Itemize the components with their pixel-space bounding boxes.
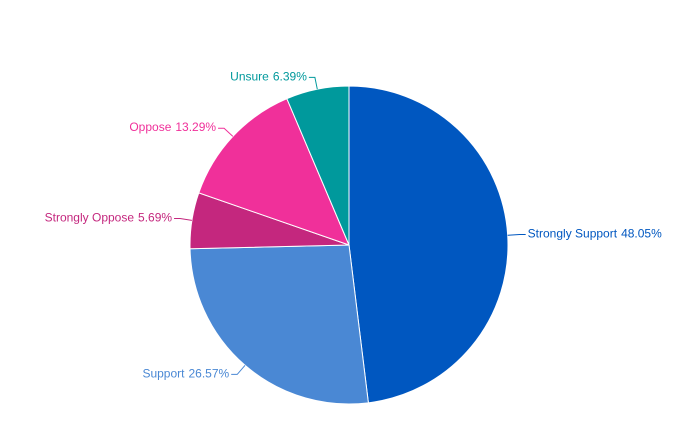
pie-slice: [286, 85, 350, 246]
slice-label-name: Unsure: [230, 70, 269, 84]
slice-label: Unsure 6.39%: [230, 70, 307, 84]
slice-label-value: 13.29%: [175, 120, 216, 134]
slice-label-name: Support: [142, 367, 185, 381]
slice-label: Support 26.57%: [142, 367, 229, 381]
slice-label: Strongly Oppose 5.69%: [45, 211, 173, 225]
slice-label-value: 48.05%: [621, 227, 662, 241]
leader-line: [174, 218, 192, 221]
slice-label-value: 6.39%: [273, 70, 307, 84]
pie-slice: [189, 244, 369, 405]
pie-slice: [348, 85, 509, 404]
slice-label: Strongly Support 48.05%: [528, 227, 662, 241]
pie-slice: [198, 97, 350, 246]
slice-label-name: Strongly Oppose: [45, 211, 135, 225]
slice-label-name: Strongly Support: [528, 227, 618, 241]
slice-label-value: 26.57%: [188, 367, 229, 381]
leader-line: [231, 364, 246, 375]
leader-line: [308, 76, 318, 90]
leader-line: [218, 127, 234, 137]
leader-line: [507, 234, 526, 236]
slice-label: Oppose 13.29%: [129, 120, 216, 134]
slice-label-value: 5.69%: [138, 211, 172, 225]
slice-label-name: Oppose: [129, 120, 171, 134]
